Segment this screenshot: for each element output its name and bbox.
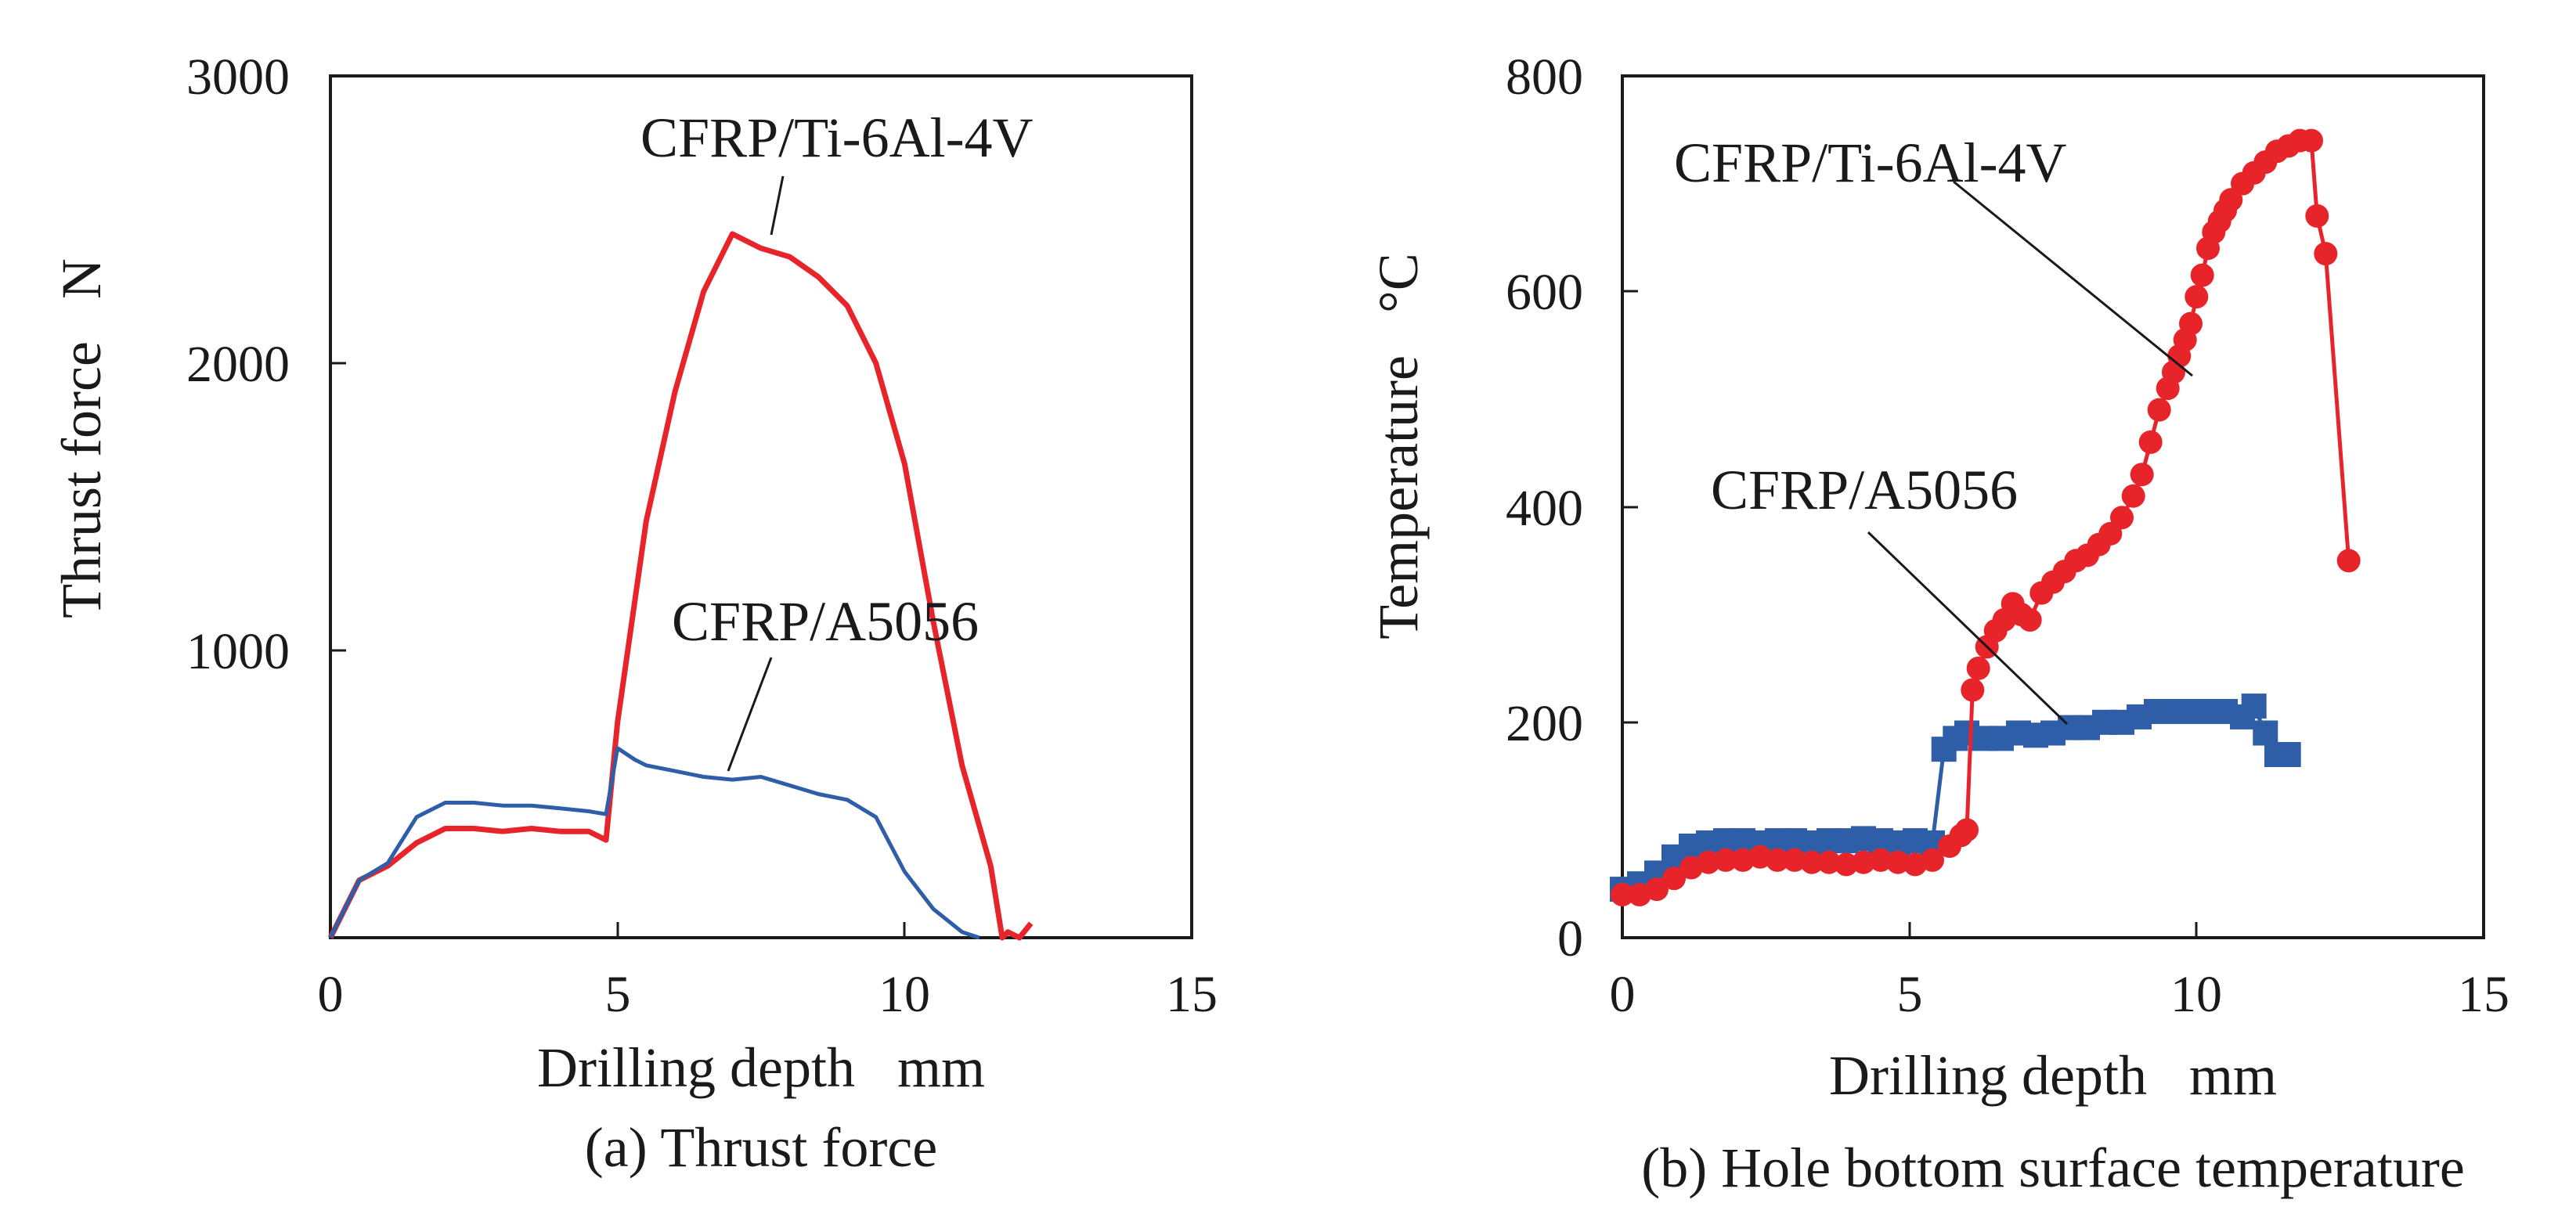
x-axis-title-b: Drilling depth mm <box>1829 1044 2277 1107</box>
data-point-cfrp-ti <box>1835 852 1858 877</box>
data-point-cfrp-ti <box>1645 877 1669 902</box>
data-point-cfrp-ti <box>2147 398 2171 422</box>
y-tick-label-a-1000: 1000 <box>186 623 290 680</box>
data-point-cfrp-a5056 <box>2241 693 2267 719</box>
data-point-cfrp-ti <box>2314 242 2338 266</box>
data-point-cfrp-ti <box>2130 463 2154 487</box>
annotation-leader-al-b <box>1867 531 2069 726</box>
data-point-cfrp-ti <box>2179 312 2203 336</box>
plot-frame-a <box>329 74 1193 939</box>
annotation-leader-ti-b <box>1953 180 2193 377</box>
data-point-cfrp-ti <box>1955 818 1979 842</box>
annotation-leader-al-a <box>727 657 773 772</box>
y-tick-label-a-3000: 3000 <box>186 49 290 106</box>
x-tick-label-b-15: 15 <box>2458 966 2509 1023</box>
annotation-label-ti-a: CFRP/Ti-6Al-4V <box>640 106 1034 169</box>
y-tick-label-b-600: 600 <box>1506 264 1583 321</box>
caption-b: (b) Hole bottom surface temperature <box>1641 1137 2465 1199</box>
data-point-cfrp-ti <box>2018 608 2042 632</box>
x-tick-label-a-5: 5 <box>605 966 631 1023</box>
x-axis-title-a: Drilling depth mm <box>537 1036 985 1099</box>
caption-a: (a) Thrust force <box>585 1116 937 1179</box>
data-point-cfrp-ti <box>2336 549 2361 573</box>
data-point-cfrp-ti <box>1697 850 1720 874</box>
data-point-cfrp-ti <box>1961 678 1985 702</box>
data-point-cfrp-ti <box>2305 204 2329 228</box>
data-point-cfrp-ti <box>1714 848 1737 872</box>
annotation-leader-ti-a <box>770 175 785 236</box>
data-point-cfrp-ti <box>1817 850 1841 874</box>
y-tick-label-b-0: 0 <box>1557 910 1583 967</box>
data-point-cfrp-ti <box>1766 848 1789 872</box>
y-tick-label-a-2000: 2000 <box>186 336 290 393</box>
data-point-cfrp-ti <box>2300 128 2323 153</box>
x-tick-label-b-5: 5 <box>1897 966 1923 1023</box>
data-point-cfrp-ti <box>2110 506 2134 530</box>
data-point-cfrp-a5056 <box>2253 720 2278 746</box>
data-point-cfrp-a5056 <box>2275 742 2301 767</box>
series-markers-cfrp-ti-b <box>1611 128 2361 906</box>
series-line-cfrp-ti-a <box>327 231 1034 941</box>
y-axis-title-a: Thrust force N <box>50 258 113 618</box>
data-point-cfrp-ti <box>1662 866 1686 891</box>
x-tick-label-a-0: 0 <box>318 966 344 1023</box>
data-point-cfrp-ti <box>2190 263 2214 287</box>
y-axis-title-b: Temperature °C <box>1367 253 1430 639</box>
temperature-chart: 0 5 10 15 0 200 400 600 800 Drilling dep… <box>1367 49 2509 1199</box>
data-point-cfrp-ti <box>2138 430 2163 454</box>
x-tick-label-a-10: 10 <box>879 966 930 1023</box>
x-tick-label-b-10: 10 <box>2170 966 2222 1023</box>
data-point-cfrp-ti <box>1869 848 1892 872</box>
series-line-cfrp-a5056-a <box>328 746 980 940</box>
annotation-label-ti-b: CFRP/Ti-6Al-4V <box>1674 131 2067 194</box>
data-point-cfrp-ti <box>2185 285 2209 309</box>
annotation-label-al-b: CFRP/A5056 <box>1711 459 2018 521</box>
thrust-force-chart: 0 5 10 15 1000 2000 3000 Drilling depth … <box>50 49 1218 1179</box>
data-point-cfrp-ti <box>1783 848 1806 872</box>
data-point-cfrp-ti <box>1966 656 1990 680</box>
y-tick-label-b-200: 200 <box>1506 695 1583 752</box>
y-tick-label-b-800: 800 <box>1506 49 1583 106</box>
annotation-label-al-a: CFRP/A5056 <box>672 590 979 653</box>
data-point-cfrp-ti <box>1886 850 1910 874</box>
data-point-cfrp-ti <box>1921 848 1944 872</box>
x-tick-label-a-15: 15 <box>1166 966 1218 1023</box>
data-point-cfrp-ti <box>2219 188 2243 212</box>
data-point-cfrp-ti <box>1800 850 1824 874</box>
x-tick-label-b-0: 0 <box>1610 966 1636 1023</box>
data-point-cfrp-ti <box>1852 850 1875 874</box>
data-point-cfrp-ti <box>1611 883 1634 906</box>
data-point-cfrp-ti <box>2121 484 2145 508</box>
y-tick-label-b-400: 400 <box>1506 480 1583 537</box>
